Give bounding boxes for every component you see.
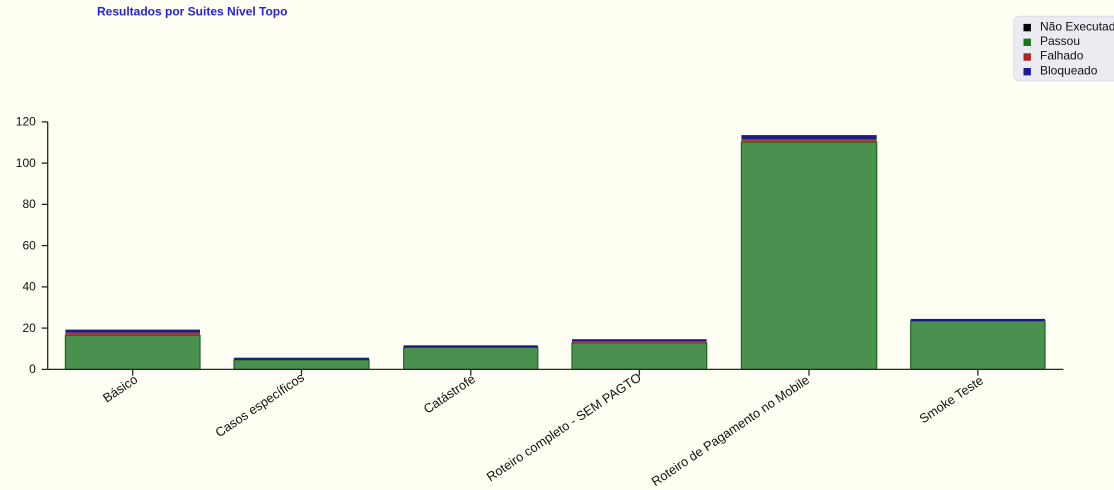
svg-text:120: 120 xyxy=(16,115,36,129)
svg-text:60: 60 xyxy=(22,238,36,252)
svg-text:80: 80 xyxy=(22,197,36,211)
svg-text:100: 100 xyxy=(16,156,36,170)
svg-text:Não Executado: Não Executado xyxy=(1040,19,1114,33)
svg-text:Roteiro de Pagamento no Mobile: Roteiro de Pagamento no Mobile xyxy=(648,372,811,489)
svg-text:Básico: Básico xyxy=(100,372,140,406)
svg-text:Catástrofe: Catástrofe xyxy=(421,371,478,416)
svg-text:20: 20 xyxy=(22,321,36,335)
svg-text:Smoke Teste: Smoke Teste xyxy=(916,373,986,427)
svg-text:Roteiro completo - SEM PAGTO: Roteiro completo - SEM PAGTO xyxy=(484,370,644,485)
svg-text:40: 40 xyxy=(22,280,36,294)
svg-text:Falhado: Falhado xyxy=(1040,49,1084,63)
svg-text:Passou: Passou xyxy=(1040,34,1080,48)
svg-text:Casos específicos: Casos específicos xyxy=(212,370,306,441)
svg-text:Bloqueado: Bloqueado xyxy=(1040,63,1098,77)
svg-text:0: 0 xyxy=(29,362,36,376)
svg-text:Resultados por Suites Nível To: Resultados por Suites Nível Topo xyxy=(97,4,287,18)
